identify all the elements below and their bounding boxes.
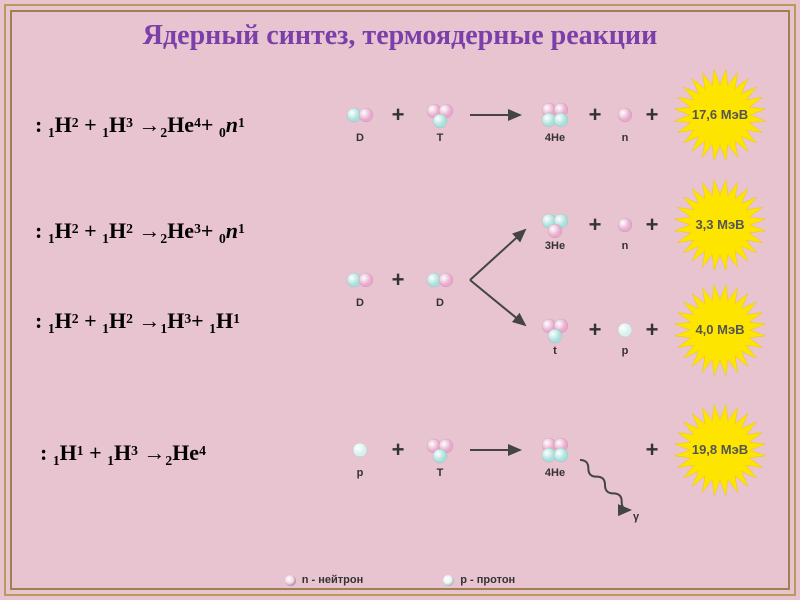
svg-text:+: + — [392, 267, 405, 292]
svg-text:+: + — [589, 102, 602, 127]
svg-text:t: t — [553, 345, 557, 357]
nucleus-T: T — [427, 439, 453, 479]
legend-proton: p - протон — [443, 574, 515, 586]
svg-text:+: + — [392, 102, 405, 127]
svg-text:4,0 МэВ: 4,0 МэВ — [695, 322, 744, 337]
svg-text:4He: 4He — [545, 132, 565, 144]
svg-text:4He: 4He — [545, 467, 565, 479]
nucleus-D: D — [347, 273, 373, 309]
nucleus-4He: 4He — [542, 438, 568, 479]
svg-text:+: + — [646, 212, 659, 237]
svg-text:n: n — [622, 132, 629, 144]
energy-sun: 17,6 МэВ — [674, 69, 765, 160]
svg-text:+: + — [589, 317, 602, 342]
svg-text:+: + — [392, 437, 405, 462]
energy-sun: 19,8 МэВ — [674, 404, 765, 495]
nucleus-D: D — [427, 273, 453, 309]
svg-text:3He: 3He — [545, 240, 565, 252]
svg-text:D: D — [436, 297, 444, 309]
svg-text:3,3 МэВ: 3,3 МэВ — [695, 217, 744, 232]
svg-text:n: n — [622, 240, 629, 252]
svg-text:D: D — [356, 132, 364, 144]
legend-proton-label: p - протон — [460, 574, 515, 586]
svg-text:+: + — [646, 317, 659, 342]
svg-text:T: T — [437, 467, 444, 479]
svg-text:D: D — [356, 297, 364, 309]
energy-sun: 4,0 МэВ — [674, 284, 765, 375]
svg-text:+: + — [646, 102, 659, 127]
nucleus-p: p — [353, 443, 367, 479]
nucleus-3He: 3He — [542, 214, 568, 252]
nucleus-p: p — [618, 323, 632, 357]
energy-sun: 3,3 МэВ — [674, 179, 765, 270]
svg-text:γ: γ — [633, 511, 640, 523]
neutron-dot-icon — [285, 575, 296, 586]
nucleus-4He: 4He — [542, 103, 568, 144]
svg-text:p: p — [622, 345, 629, 357]
legend-neutron: n - нейтрон — [285, 574, 364, 586]
svg-text:p: p — [357, 467, 364, 479]
nucleus-t: t — [542, 319, 568, 357]
nucleus-T: T — [427, 104, 453, 144]
proton-dot-icon — [443, 575, 454, 586]
svg-text:T: T — [437, 132, 444, 144]
nucleus-D: D — [347, 108, 373, 144]
svg-text:19,8 МэВ: 19,8 МэВ — [692, 442, 748, 457]
nucleus-n: n — [618, 218, 632, 252]
reactions-diagram: D T +4He n + +17,6 МэВ D D +3He n + +3,3 МэВ t p + +4,0… — [0, 0, 800, 600]
nucleus-n: n — [618, 108, 632, 144]
svg-text:+: + — [589, 212, 602, 237]
svg-text:+: + — [646, 437, 659, 462]
legend: n - нейтрон p - протон — [0, 574, 800, 586]
svg-text:17,6 МэВ: 17,6 МэВ — [692, 107, 748, 122]
legend-neutron-label: n - нейтрон — [302, 574, 364, 586]
